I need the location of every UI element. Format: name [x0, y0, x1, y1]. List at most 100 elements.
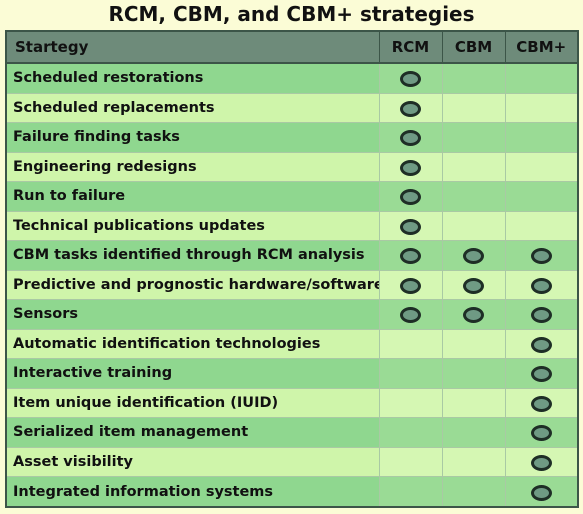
table-row: Scheduled restorations [5, 62, 579, 94]
column-header-cbm-plus: CBM+ [504, 30, 579, 64]
strategy-label: Scheduled replacements [5, 92, 380, 124]
cell-cbm [441, 299, 506, 330]
cell-cbm-plus [504, 358, 579, 389]
table-header-row: Startegy RCM CBM CBM+ [5, 30, 579, 64]
applies-circle-icon [400, 277, 421, 294]
table-row: Run to failure [5, 181, 579, 212]
applies-circle-icon [400, 307, 421, 324]
strategy-label: Sensors [5, 299, 380, 330]
cell-cbm-plus [504, 122, 579, 153]
applies-circle-icon [463, 248, 484, 265]
strategy-label: Item unique identification (IUID) [5, 387, 380, 419]
cell-cbm [441, 387, 506, 419]
cell-cbm-plus [504, 210, 579, 242]
strategy-label: Serialized item management [5, 417, 380, 448]
cell-rcm [378, 122, 443, 153]
cell-cbm [441, 62, 506, 94]
table-row: Scheduled replacements [5, 92, 579, 124]
cell-rcm [378, 269, 443, 301]
strategy-label: Integrated information systems [5, 476, 380, 508]
applies-circle-icon [530, 336, 552, 353]
cell-cbm [441, 92, 506, 124]
cell-rcm [378, 476, 443, 508]
applies-circle-icon [463, 307, 484, 324]
cell-cbm-plus [504, 92, 579, 124]
table-row: Serialized item management [5, 417, 579, 448]
cell-cbm [441, 210, 506, 242]
applies-circle-icon [400, 248, 421, 265]
table-row: Asset visibility [5, 446, 579, 478]
table-row: Predictive and prognostic hardware/softw… [5, 269, 579, 301]
strategy-label: CBM tasks identified through RCM analysi… [5, 240, 380, 271]
applies-circle-icon [530, 425, 552, 442]
cell-rcm [378, 299, 443, 330]
table-row: Failure finding tasks [5, 122, 579, 153]
cell-cbm-plus [504, 328, 579, 360]
cell-rcm [378, 181, 443, 212]
table-body: Scheduled restorations Scheduled replacem… [5, 62, 579, 508]
applies-circle-icon [400, 100, 421, 117]
cell-cbm-plus [504, 446, 579, 478]
cell-rcm [378, 210, 443, 242]
cell-rcm [378, 328, 443, 360]
table-row: Sensors [5, 299, 579, 330]
cell-cbm-plus [504, 387, 579, 419]
cell-rcm [378, 387, 443, 419]
table-row: Item unique identification (IUID) [5, 387, 579, 419]
cell-cbm [441, 151, 506, 183]
applies-circle-icon [530, 395, 552, 412]
column-header-strategy: Startegy [5, 30, 380, 64]
table-row: Engineering redesigns [5, 151, 579, 183]
cell-rcm [378, 417, 443, 448]
cell-cbm-plus [504, 417, 579, 448]
cell-cbm [441, 417, 506, 448]
applies-circle-icon [530, 454, 552, 471]
cell-cbm [441, 446, 506, 478]
cell-cbm [441, 122, 506, 153]
cell-cbm [441, 328, 506, 360]
column-header-cbm: CBM [441, 30, 506, 64]
applies-circle-icon [400, 71, 421, 88]
strategy-table: Startegy RCM CBM CBM+ Scheduled restorat… [5, 30, 579, 508]
cell-cbm-plus [504, 62, 579, 94]
column-header-rcm: RCM [378, 30, 443, 64]
cell-cbm-plus [504, 299, 579, 330]
page-title: RCM, CBM, and CBM+ strategies [108, 2, 475, 26]
table-row: Integrated information systems [5, 476, 579, 508]
cell-cbm-plus [504, 181, 579, 212]
cell-rcm [378, 92, 443, 124]
cell-cbm-plus [504, 240, 579, 271]
table-row: CBM tasks identified through RCM analysi… [5, 240, 579, 271]
strategy-label: Run to failure [5, 181, 380, 212]
cell-cbm-plus [504, 476, 579, 508]
applies-circle-icon [530, 248, 552, 265]
cell-cbm [441, 358, 506, 389]
strategy-label: Engineering redesigns [5, 151, 380, 183]
cell-cbm-plus [504, 151, 579, 183]
cell-cbm [441, 269, 506, 301]
cell-rcm [378, 446, 443, 478]
applies-circle-icon [530, 307, 552, 324]
cell-cbm-plus [504, 269, 579, 301]
applies-circle-icon [400, 159, 421, 176]
cell-rcm [378, 62, 443, 94]
applies-circle-icon [530, 366, 552, 383]
strategy-label: Predictive and prognostic hardware/softw… [5, 269, 380, 301]
table-row: Interactive training [5, 358, 579, 389]
applies-circle-icon [463, 277, 484, 294]
applies-circle-icon [400, 218, 421, 235]
strategy-label: Asset visibility [5, 446, 380, 478]
strategy-label: Interactive training [5, 358, 380, 389]
applies-circle-icon [400, 130, 421, 147]
applies-circle-icon [400, 189, 421, 206]
table-row: Technical publications updates [5, 210, 579, 242]
cell-cbm [441, 240, 506, 271]
cell-cbm [441, 181, 506, 212]
table-row: Automatic identification technologies [5, 328, 579, 360]
strategy-label: Automatic identification technologies [5, 328, 380, 360]
applies-circle-icon [530, 484, 552, 501]
cell-cbm [441, 476, 506, 508]
strategy-label: Failure finding tasks [5, 122, 380, 153]
cell-rcm [378, 151, 443, 183]
cell-rcm [378, 240, 443, 271]
